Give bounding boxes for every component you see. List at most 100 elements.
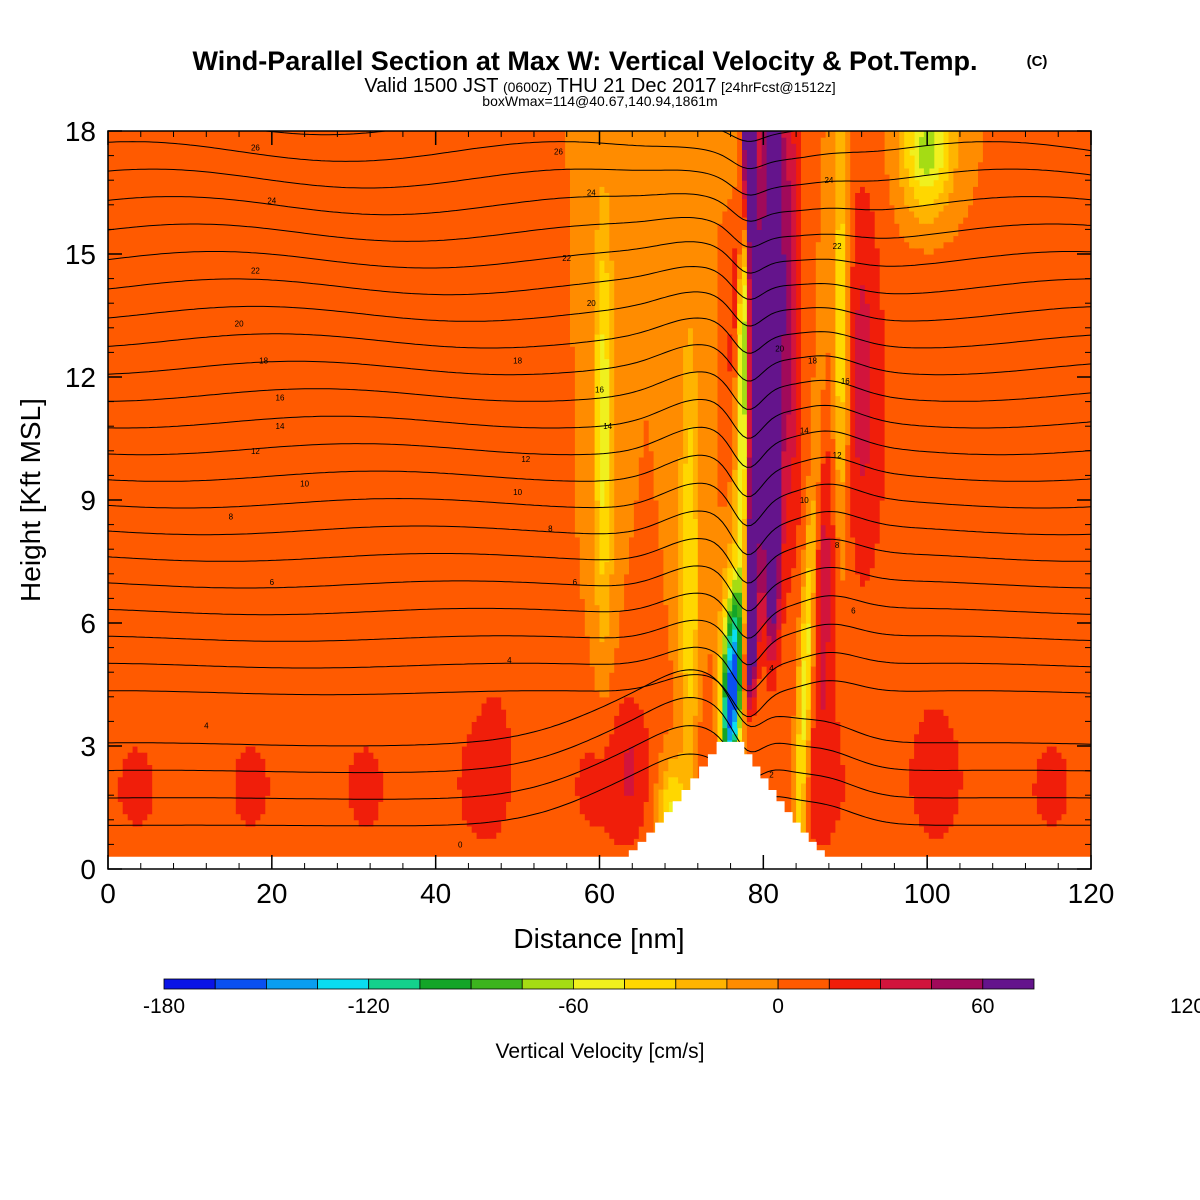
velocity-cell (260, 131, 266, 759)
velocity-cell (1061, 131, 1067, 759)
theta-contour-line (108, 426, 1091, 468)
theta-contour-label: 10 (513, 488, 522, 497)
velocity-cell (717, 653, 723, 759)
velocity-cell (923, 204, 930, 224)
colorbar: -180 -120 -60 0 60 120 (143, 978, 1200, 1018)
velocity-cell (879, 309, 886, 501)
velocity-cell (604, 746, 610, 833)
velocity-cell (604, 192, 610, 273)
velocity-cell (796, 733, 802, 827)
velocity-cell (732, 131, 738, 187)
velocity-cell (648, 450, 655, 869)
velocity-cell (604, 635, 610, 698)
velocity-cell (791, 131, 797, 144)
velocity-cell (142, 819, 148, 869)
velocity-cell (594, 604, 601, 692)
x-tick-label: 0 (100, 878, 116, 909)
velocity-cell (643, 727, 650, 802)
colorbar-swatch (880, 978, 933, 990)
velocity-cell (732, 721, 738, 735)
velocity-cell (791, 567, 797, 716)
velocity-cell (746, 709, 753, 722)
velocity-cell (442, 131, 448, 869)
velocity-cell (353, 131, 360, 753)
velocity-cell (1027, 131, 1033, 869)
velocity-cell (658, 789, 664, 845)
velocity-cell (732, 377, 738, 470)
velocity-cell (771, 641, 777, 661)
velocity-cell (968, 204, 974, 869)
velocity-cell (1007, 131, 1013, 869)
velocity-cell (919, 137, 925, 169)
velocity-cell (771, 131, 777, 624)
theta-contour-label: 10 (300, 480, 309, 489)
velocity-cell (373, 758, 379, 821)
velocity-cell (737, 254, 743, 280)
velocity-cell (550, 131, 556, 869)
velocity-cell (943, 204, 949, 243)
velocity-cell (496, 131, 502, 698)
velocity-cell (633, 500, 640, 704)
velocity-cell (1046, 826, 1053, 869)
theta-contour-label: 6 (270, 578, 275, 587)
velocity-cell (668, 758, 674, 778)
velocity-cell (1002, 131, 1008, 869)
velocity-cell (117, 776, 124, 802)
velocity-cell (948, 131, 954, 193)
velocity-cell (845, 131, 851, 446)
velocity-cell (766, 131, 773, 618)
velocity-cell (751, 131, 758, 667)
colorbar-swatch (828, 978, 881, 990)
velocity-cell (717, 223, 723, 507)
velocity-cell (407, 131, 414, 869)
velocity-cell (560, 131, 566, 869)
velocity-cell (746, 696, 753, 710)
velocity-cell (963, 131, 969, 218)
velocity-cell (879, 500, 886, 869)
velocity-cell (230, 131, 237, 869)
velocity-cell (658, 549, 664, 753)
velocity-cell (791, 715, 797, 833)
velocity-cell (1066, 131, 1072, 869)
velocity-cell (835, 131, 841, 230)
velocity-cell (742, 217, 748, 230)
velocity-cell (742, 198, 748, 218)
velocity-cell (309, 131, 315, 869)
colorbar-swatch (265, 978, 318, 990)
velocity-cell (378, 131, 384, 772)
velocity-cell (776, 555, 782, 599)
x-tick-label: 20 (256, 878, 287, 909)
velocity-cell (732, 709, 738, 722)
valid-date: THU 21 Dec 2017 (556, 75, 716, 97)
velocity-cell (933, 198, 940, 218)
theta-contour-label: 22 (251, 266, 260, 275)
velocity-cell (353, 752, 360, 821)
velocity-cell (933, 217, 940, 249)
velocity-cell (633, 131, 640, 501)
colorbar-swatch (163, 978, 216, 990)
velocity-cell (953, 235, 959, 741)
velocity-cell (1036, 131, 1043, 759)
velocity-cell (692, 629, 699, 716)
velocity-cell (181, 131, 188, 869)
velocity-cell (727, 333, 733, 372)
velocity-cell (1036, 813, 1043, 869)
velocity-cell (127, 819, 134, 869)
theta-contour-label: 6 (573, 578, 578, 587)
velocity-cell (599, 758, 605, 827)
velocity-cell (594, 826, 601, 869)
colorbar-swatch (317, 978, 370, 990)
velocity-cell (742, 131, 748, 150)
theta-contour-line (108, 371, 1091, 410)
velocity-cell (761, 131, 768, 218)
velocity-cell (771, 690, 777, 869)
velocity-cell (727, 623, 733, 636)
velocity-cell (914, 217, 920, 249)
velocity-cell (643, 131, 650, 421)
velocity-cell (137, 826, 143, 869)
velocity-cell (796, 131, 802, 526)
velocity-cell (825, 450, 832, 538)
velocity-cell (894, 131, 900, 224)
colorbar-swatch (521, 978, 574, 990)
velocity-cell (226, 131, 232, 869)
